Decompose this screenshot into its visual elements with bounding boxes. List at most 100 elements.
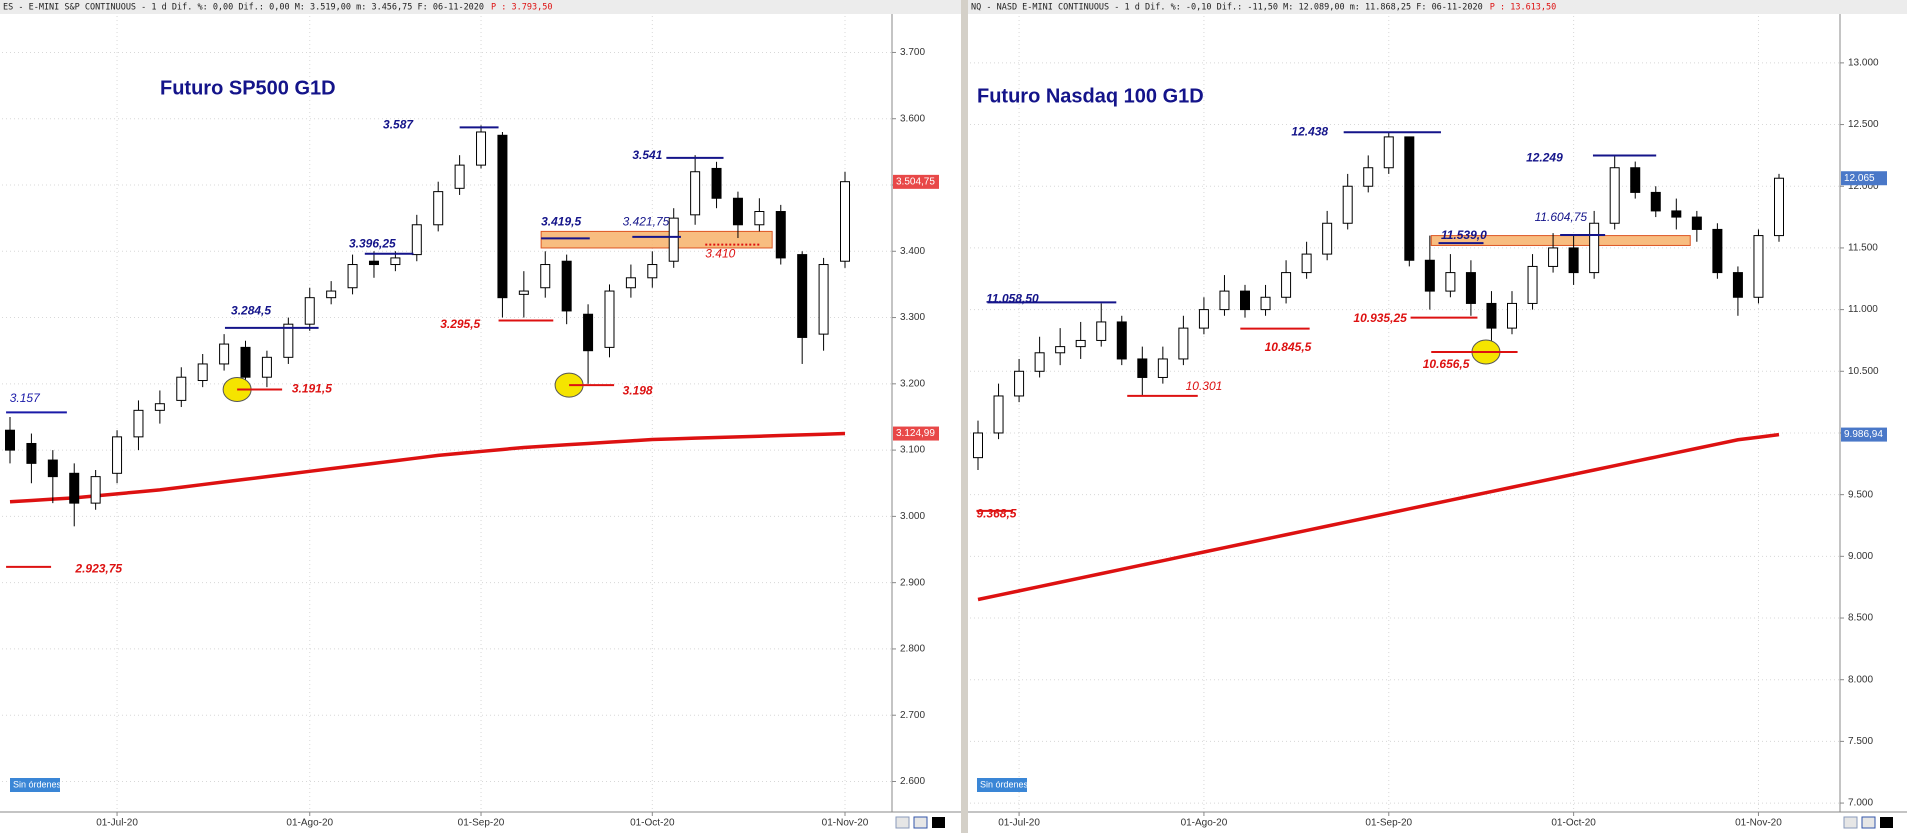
y-tick-label: 12.500 <box>1848 119 1879 130</box>
candle-body <box>1671 210 1682 218</box>
candle-body <box>518 290 529 295</box>
level-label: 3.295,5 <box>440 317 480 331</box>
y-tick-label: 2.700 <box>900 710 925 721</box>
level-label: 3.396,25 <box>349 237 396 251</box>
candle-body <box>1548 247 1559 267</box>
candle-body <box>433 191 444 226</box>
candle-body <box>304 297 315 325</box>
candle-body <box>454 164 465 189</box>
candle-body <box>840 181 850 262</box>
level-label: 11.539,0 <box>1441 228 1487 242</box>
candle-body <box>283 323 294 358</box>
header-price: P : 13.613,50 <box>1490 3 1557 13</box>
candle-body <box>1301 253 1312 274</box>
candle-body <box>1404 136 1415 261</box>
x-tick-label: 01-Nov-20 <box>1735 818 1782 829</box>
level-label: 11.058,50 <box>986 291 1039 305</box>
y-tick-label: 7.500 <box>1848 736 1873 747</box>
level-label: 12.249 <box>1526 150 1563 164</box>
y-tick-label: 11.500 <box>1848 243 1878 254</box>
candle-body <box>90 476 101 504</box>
candle-body <box>1178 327 1189 360</box>
level-label: 12.438 <box>1291 125 1328 139</box>
candle-body <box>690 171 701 216</box>
x-tick-label: 01-Jul-20 <box>96 818 138 829</box>
candle-body <box>1630 167 1641 193</box>
candle-body <box>754 211 765 226</box>
y-tick-label: 3.400 <box>900 246 925 257</box>
level-label: 3.284,5 <box>231 303 271 317</box>
candle-body <box>219 343 230 365</box>
candle-body <box>368 260 379 266</box>
x-tick-label: 01-Nov-20 <box>822 818 869 829</box>
orders-button-label: Sin órdenes <box>980 779 1029 789</box>
y-tick-label: 3.000 <box>900 511 925 522</box>
candle-body <box>1465 272 1476 304</box>
candle-body <box>261 356 272 378</box>
candle-body <box>154 403 165 411</box>
candle-body <box>1157 358 1168 378</box>
y-tick-label: 8.500 <box>1848 613 1873 624</box>
y-tick-label: 3.200 <box>900 378 925 389</box>
candle-body <box>411 224 422 256</box>
candle-body <box>1774 177 1784 237</box>
candle-body <box>1034 352 1045 372</box>
level-label: 9.368,5 <box>976 507 1016 521</box>
y-tick-label: 3.100 <box>900 445 925 456</box>
candle-body <box>1527 265 1538 304</box>
candle-body <box>1445 272 1456 292</box>
candle-body <box>973 432 983 459</box>
right-header-bar <box>968 0 1907 14</box>
candle-body <box>1342 185 1353 224</box>
orders-button <box>977 778 1027 792</box>
candle-body <box>1691 216 1702 230</box>
candle-body <box>1424 259 1435 292</box>
x-tick-label: 01-Jul-20 <box>998 818 1040 829</box>
candle-body <box>775 211 786 259</box>
candle-body <box>497 134 508 299</box>
price-tag <box>893 426 939 441</box>
y-tick-label: 9.000 <box>1848 551 1873 562</box>
header-price: P : 3.793,50 <box>491 3 552 13</box>
candle-body <box>476 131 487 166</box>
y-tick-label: 3.700 <box>900 47 925 58</box>
level-label: 10.301 <box>1186 379 1223 393</box>
candle-body <box>1219 290 1230 311</box>
moving-average <box>9 431 846 504</box>
y-tick-label: 3.300 <box>900 312 925 323</box>
price-tag <box>1841 427 1887 442</box>
y-tick-label: 8.000 <box>1848 674 1873 685</box>
candle-body <box>1609 167 1620 224</box>
orders-button-label: Sin órdenes <box>13 779 62 789</box>
price-tag-label: 3.504,75 <box>896 176 935 187</box>
candle-body <box>604 290 615 348</box>
level-label: 10.935,25 <box>1353 311 1407 325</box>
icon <box>932 817 945 828</box>
candle-body <box>1116 321 1127 360</box>
x-tick-label: 01-Sep-20 <box>458 818 505 829</box>
level-label: 3.419,5 <box>541 215 581 229</box>
y-tick-label: 3.600 <box>900 113 925 124</box>
candle-body <box>197 363 208 382</box>
level-label: 3.157 <box>10 391 41 405</box>
candle-body <box>732 197 743 226</box>
orders-button <box>10 778 60 792</box>
candle-body <box>668 217 679 262</box>
chart-title: Futuro SP500 G1D <box>160 77 336 99</box>
candle-body <box>176 376 187 401</box>
y-tick-label: 2.900 <box>900 577 925 588</box>
price-tag <box>893 174 939 189</box>
y-tick-label: 11.000 <box>1848 304 1878 315</box>
candle-body <box>5 429 15 451</box>
candle-body <box>47 459 58 478</box>
y-tick-label: 2.800 <box>900 644 925 655</box>
icon <box>1843 816 1858 829</box>
left-panel <box>0 0 961 833</box>
candle-body <box>1281 272 1292 298</box>
candle-body <box>326 290 337 299</box>
level-label: 3.421,75 <box>623 215 670 229</box>
icon <box>1880 817 1893 828</box>
icon <box>913 816 928 829</box>
